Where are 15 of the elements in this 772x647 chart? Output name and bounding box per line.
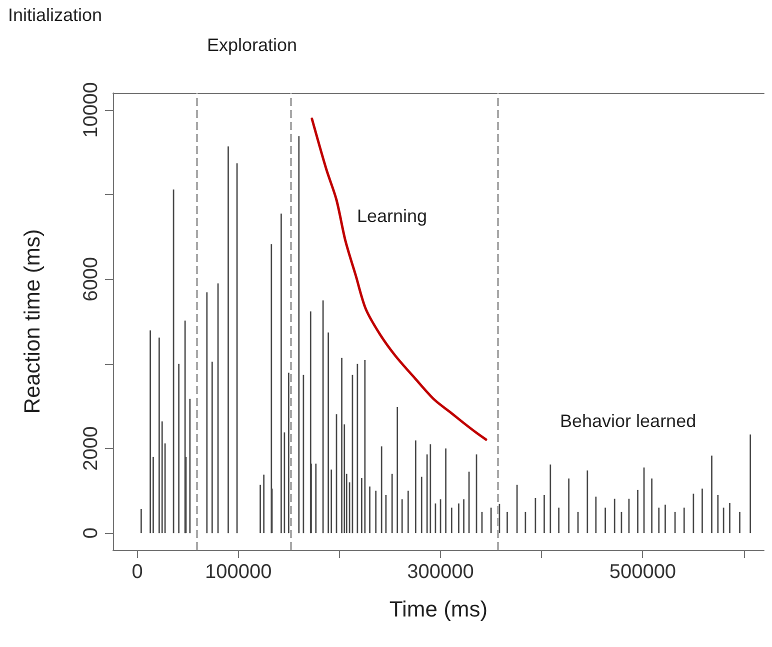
- y-tick-label: 10000: [80, 82, 102, 138]
- text: Initialization: [8, 5, 102, 25]
- y-tick-label: 2000: [80, 426, 102, 471]
- x-tick-label: 300000: [407, 561, 474, 583]
- line-series: [310, 118, 488, 441]
- x-tick-label: 0: [132, 561, 143, 583]
- text: Exploration: [207, 35, 298, 55]
- annotation: Behavior learned: [560, 411, 696, 431]
- y-tick-label: 6000: [80, 256, 102, 302]
- x-axis-title: Time (ms): [389, 596, 488, 622]
- annotation: Learning: [357, 206, 428, 226]
- y-tick-label: 0: [80, 528, 102, 539]
- x-tick-label: 500000: [609, 561, 676, 583]
- y-axis-title: Reaction time (ms): [20, 229, 44, 414]
- x-tick-label: 100000: [204, 561, 272, 583]
